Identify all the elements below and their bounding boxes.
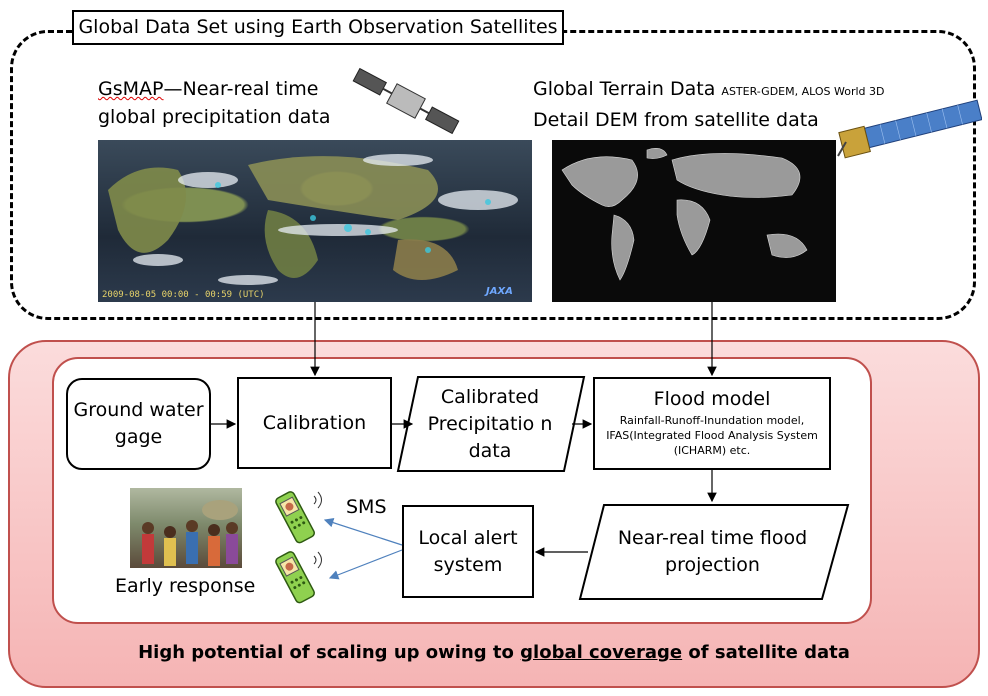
mobile-phone-icon [275, 551, 322, 604]
diagram-title: Global Data Set using Earth Observation … [72, 10, 564, 45]
image-timestamp: 2009-08-05 00:00 - 00:59 (UTC) [102, 290, 265, 300]
satellite-icon [837, 99, 982, 159]
footer-part1: High potential of scaling up owing to [138, 642, 521, 663]
flood-model-box: Flood model Rainfall-Runoff-Inundation m… [593, 377, 831, 470]
arrow-alert-to-phone-2 [328, 549, 403, 580]
flood-projection-label: Near-real time flood projection [617, 527, 808, 576]
terrain-title: Global Terrain Data ASTER-GDEM, ALOS Wor… [533, 75, 884, 134]
flood-model-detail: Rainfall-Runoff-Inundation model, IFAS(I… [606, 414, 818, 457]
arrow-alert-to-phone-1 [323, 518, 403, 546]
ground-water-gage-box: Ground water gage [66, 378, 211, 470]
flood-projection-shape [578, 504, 850, 600]
gsmap-title: GsMAP—Near-real time global precipitatio… [98, 75, 331, 131]
people-photo [130, 488, 242, 568]
gsmap-line2: global precipitation data [98, 106, 331, 128]
terrain-sources: ASTER-GDEM, ALOS World 3D [721, 85, 885, 98]
footer-part3: of satellite data [682, 642, 850, 663]
precipitation-satellite-image [98, 140, 532, 302]
calibrated-precipitation-shape [396, 376, 586, 472]
early-response-label: Early response [115, 575, 256, 597]
mobile-phone-icon [275, 491, 322, 544]
terrain-line2: Detail DEM from satellite data [533, 109, 819, 131]
sms-label: SMS [346, 496, 387, 518]
jaxa-logo: JAXA [486, 286, 513, 297]
terrain-line1: Global Terrain Data [533, 78, 716, 100]
footer-statement: High potential of scaling up owing to gl… [8, 642, 980, 663]
footer-emphasis: global coverage [520, 642, 683, 663]
calibration-box: Calibration [237, 377, 392, 469]
gsmap-subtitle: —Near-real time [163, 78, 319, 100]
local-alert-box: Local alert system [402, 505, 534, 598]
dem-world-image [552, 140, 836, 302]
gsmap-name: GsMAP [98, 78, 164, 100]
calibrated-precipitation-label: Calibrated Precipitatio n data [427, 385, 553, 462]
flood-model-title: Flood model [653, 388, 771, 410]
satellite-icon [352, 67, 460, 135]
